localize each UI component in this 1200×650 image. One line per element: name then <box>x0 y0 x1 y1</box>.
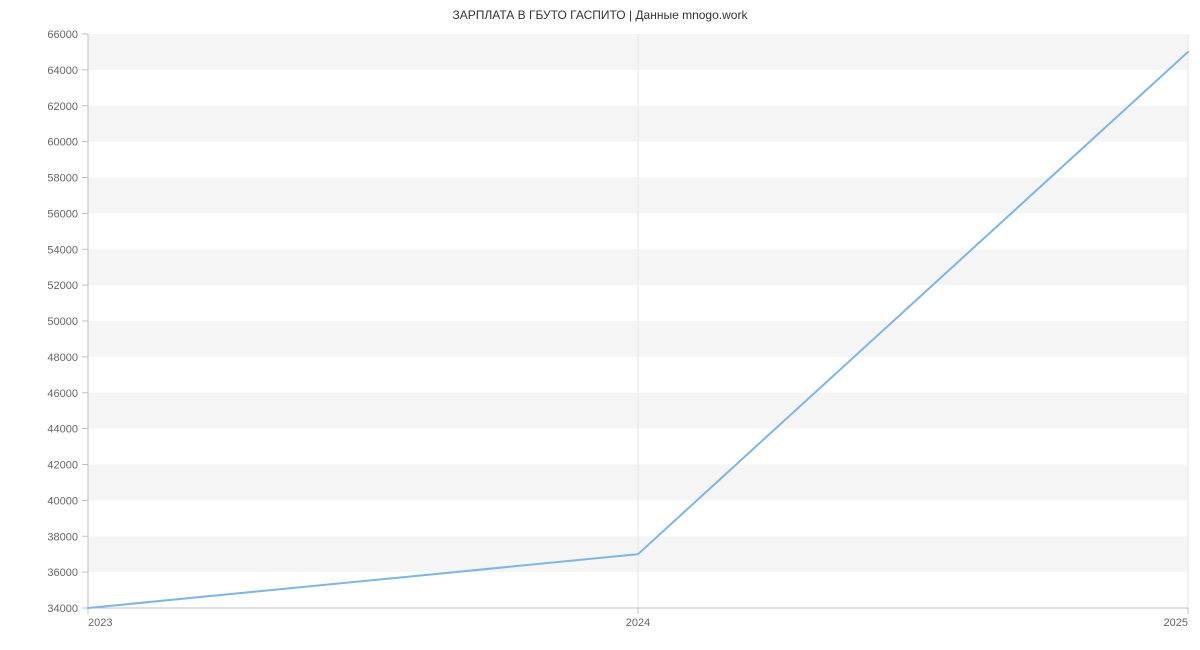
x-tick-label: 2024 <box>626 617 650 629</box>
y-tick-label: 52000 <box>47 280 78 292</box>
y-tick-label: 64000 <box>47 65 78 77</box>
y-tick-label: 62000 <box>47 101 78 113</box>
line-chart-svg: 34000 36000 38000 40000 42000 44000 46000 48000… <box>0 22 1200 644</box>
y-tick-label: 66000 <box>47 29 78 41</box>
y-tick-label: 48000 <box>47 352 78 364</box>
y-tick-label: 42000 <box>47 460 78 472</box>
y-tick-label: 54000 <box>47 244 78 256</box>
y-tick-label: 44000 <box>47 424 78 436</box>
y-tick-label: 56000 <box>47 208 78 220</box>
x-tick-label: 2025 <box>1164 617 1188 629</box>
y-tick-label: 50000 <box>47 316 78 328</box>
y-tick-label: 36000 <box>47 567 78 579</box>
chart-title: ЗАРПЛАТА В ГБУТО ГАСПИТО | Данные mnogo.… <box>0 0 1200 22</box>
y-tick-label: 34000 <box>47 603 78 615</box>
y-tick-label: 58000 <box>47 173 78 185</box>
y-tick-label: 60000 <box>47 137 78 149</box>
y-tick-label: 38000 <box>47 531 78 543</box>
chart-area: 34000 36000 38000 40000 42000 44000 46000 48000… <box>0 22 1200 649</box>
y-tick-label: 46000 <box>47 388 78 400</box>
y-tick-label: 40000 <box>47 495 78 507</box>
x-tick-label: 2023 <box>88 617 112 629</box>
